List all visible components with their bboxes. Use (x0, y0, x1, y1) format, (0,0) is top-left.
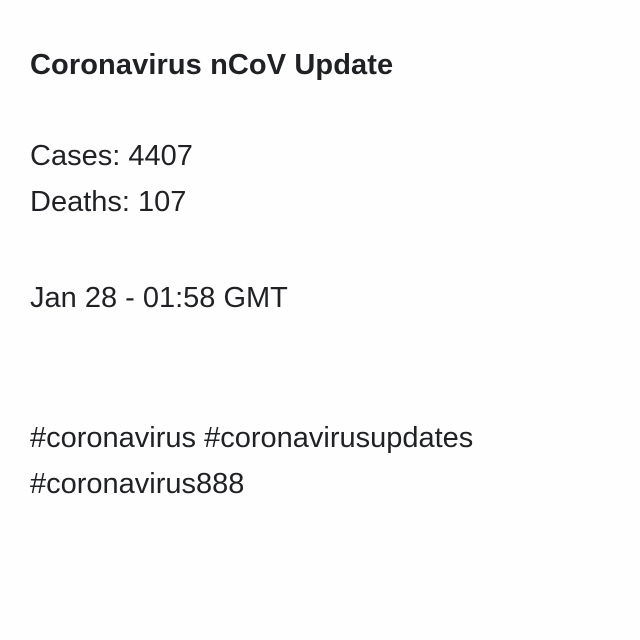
hashtags-line-2: #coronavirus888 (30, 468, 245, 500)
update-timestamp: Jan 28 - 01:58 GMT (30, 282, 288, 314)
cases-count: Cases: 4407 (30, 140, 193, 172)
post-title: Coronavirus nCoV Update (30, 49, 394, 81)
hashtags-line-1: #coronavirus #coronavirusupdates (30, 422, 474, 454)
deaths-count: Deaths: 107 (30, 186, 187, 218)
